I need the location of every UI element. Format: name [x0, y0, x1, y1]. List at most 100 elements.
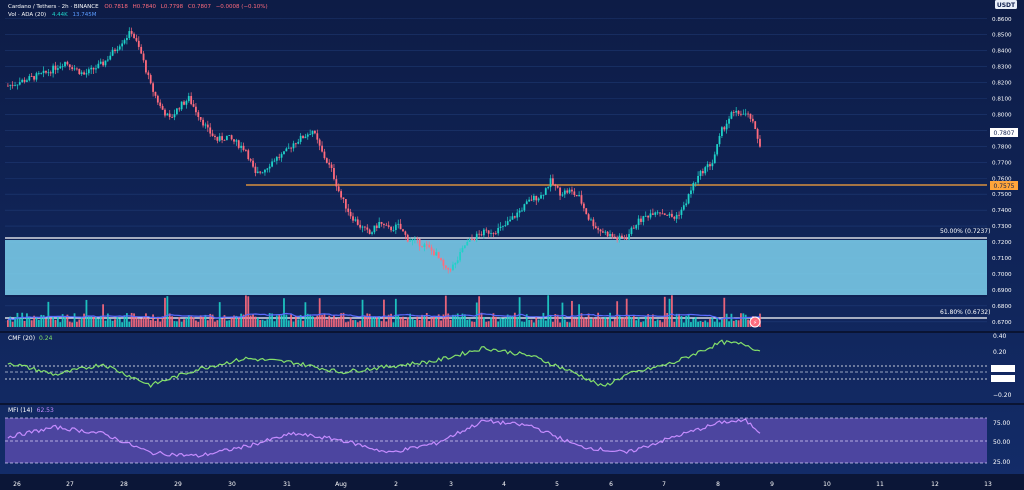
- candle-body: [692, 183, 695, 191]
- alert-icon[interactable]: ⚡: [749, 316, 761, 328]
- candle-body: [80, 72, 83, 75]
- candle-body: [659, 212, 661, 214]
- time-tick-label: 28: [120, 481, 128, 488]
- volume-bar: [95, 317, 97, 327]
- price-tick-label: 0.7600: [992, 176, 1012, 182]
- volume-bar: [499, 317, 502, 327]
- volume-bar: [171, 316, 174, 327]
- price-tick-label: 0.7800: [992, 144, 1012, 150]
- candle-body: [378, 222, 381, 228]
- volume-bar: [597, 312, 600, 327]
- volume-bar: [302, 320, 304, 327]
- volume-bar: [502, 318, 504, 327]
- volume-bar: [549, 315, 552, 327]
- volume-bar: [525, 314, 528, 327]
- candle-body: [632, 227, 635, 229]
- price-axis[interactable]: 0.8600 0.8500 0.8400 0.8300 0.8200 0.8100 0.80…: [992, 17, 1012, 326]
- candle-body: [323, 151, 326, 159]
- volume-bar: [271, 313, 273, 327]
- candle-body: [492, 233, 495, 234]
- volume-bar: [309, 314, 312, 327]
- candle-body: [475, 233, 478, 240]
- candle-body: [283, 151, 285, 155]
- volume-bar: [292, 321, 295, 327]
- candle-body: [137, 40, 140, 47]
- symbol-line[interactable]: Cardano / Tethers · 2h · BINANCE O0.7818…: [8, 4, 268, 10]
- volume-bar: [223, 315, 226, 327]
- candle-body: [285, 148, 288, 152]
- volume-bar: [7, 320, 9, 327]
- price-tick-label: 0.6900: [992, 288, 1012, 294]
- candle-body: [95, 68, 97, 70]
- candle-body: [316, 133, 319, 140]
- volume-bar: [673, 321, 676, 327]
- candle-body: [609, 233, 611, 237]
- currency-badge[interactable]: USDT: [997, 2, 1016, 9]
- candle-body: [216, 137, 219, 141]
- candle-body: [418, 238, 421, 247]
- candle-body: [325, 158, 328, 163]
- volume-bar: [637, 317, 640, 327]
- volume-bar: [535, 317, 538, 327]
- candle-body: [330, 164, 333, 169]
- volume-bar: [54, 319, 57, 327]
- candle-body: [366, 227, 369, 230]
- volume-bar: [721, 318, 723, 327]
- volume-bar: [573, 319, 576, 327]
- volume-bar: [701, 322, 704, 327]
- volume-bar: [116, 317, 119, 327]
- volume-bar: [390, 313, 392, 327]
- candle-body: [442, 259, 445, 266]
- price-tick-label: 0.8400: [992, 49, 1012, 55]
- candle-body: [640, 218, 642, 222]
- time-tick-label: 29: [174, 481, 182, 488]
- candle-body: [625, 238, 628, 240]
- volume-bar: [544, 320, 547, 327]
- candle-body: [175, 108, 178, 115]
- volume-bar: [275, 315, 278, 327]
- candle-body: [7, 85, 9, 87]
- candle-body: [90, 67, 93, 70]
- volume-bar: [682, 322, 685, 327]
- candle-body: [64, 61, 66, 67]
- candle-body: [635, 225, 638, 229]
- candle-body: [390, 226, 392, 231]
- volume-bar: [447, 313, 450, 327]
- candle-body: [228, 135, 231, 137]
- volume-bar: [304, 302, 307, 327]
- candle-body: [206, 124, 209, 128]
- time-axis[interactable]: 26 27 28 29 30 31 Aug 2 3 4 5 6 7 8 9 10 11 12 13: [13, 481, 992, 488]
- candle-body: [747, 113, 749, 115]
- volume-bar: [651, 314, 654, 327]
- candle-body: [571, 189, 573, 192]
- volume-bar: [690, 322, 692, 327]
- price-tick-label: 0.6800: [992, 304, 1012, 310]
- volume-bar: [621, 318, 623, 327]
- volume-bar: [356, 322, 359, 327]
- candle-body: [68, 64, 71, 68]
- volume-bar: [623, 317, 626, 327]
- candle-body: [582, 203, 585, 209]
- candle-body: [521, 210, 523, 212]
- cmf-line: [7, 339, 761, 389]
- volume-bar: [640, 322, 642, 327]
- candle-body: [613, 236, 616, 238]
- candle-body: [454, 262, 457, 265]
- candle-body: [490, 233, 492, 234]
- volume-bar: [352, 320, 354, 327]
- candle-body: [525, 201, 528, 205]
- volume-bar: [104, 320, 107, 327]
- candle-body: [394, 224, 397, 231]
- time-tick-label: 30: [228, 481, 236, 488]
- volume-bar: [64, 317, 66, 327]
- volume-bar: [663, 296, 666, 327]
- volume-bar: [26, 313, 28, 327]
- candle-body: [447, 267, 450, 270]
- volume-bar: [740, 313, 742, 327]
- candle-body: [290, 147, 293, 149]
- volume-bar: [297, 319, 300, 327]
- candle-body: [549, 178, 552, 188]
- volume-bar: [168, 313, 171, 327]
- candle-body: [709, 164, 711, 167]
